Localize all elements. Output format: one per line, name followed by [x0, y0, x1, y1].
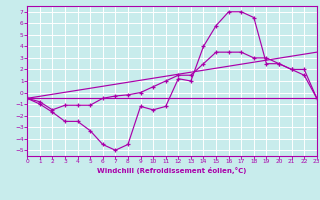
- X-axis label: Windchill (Refroidissement éolien,°C): Windchill (Refroidissement éolien,°C): [97, 167, 247, 174]
